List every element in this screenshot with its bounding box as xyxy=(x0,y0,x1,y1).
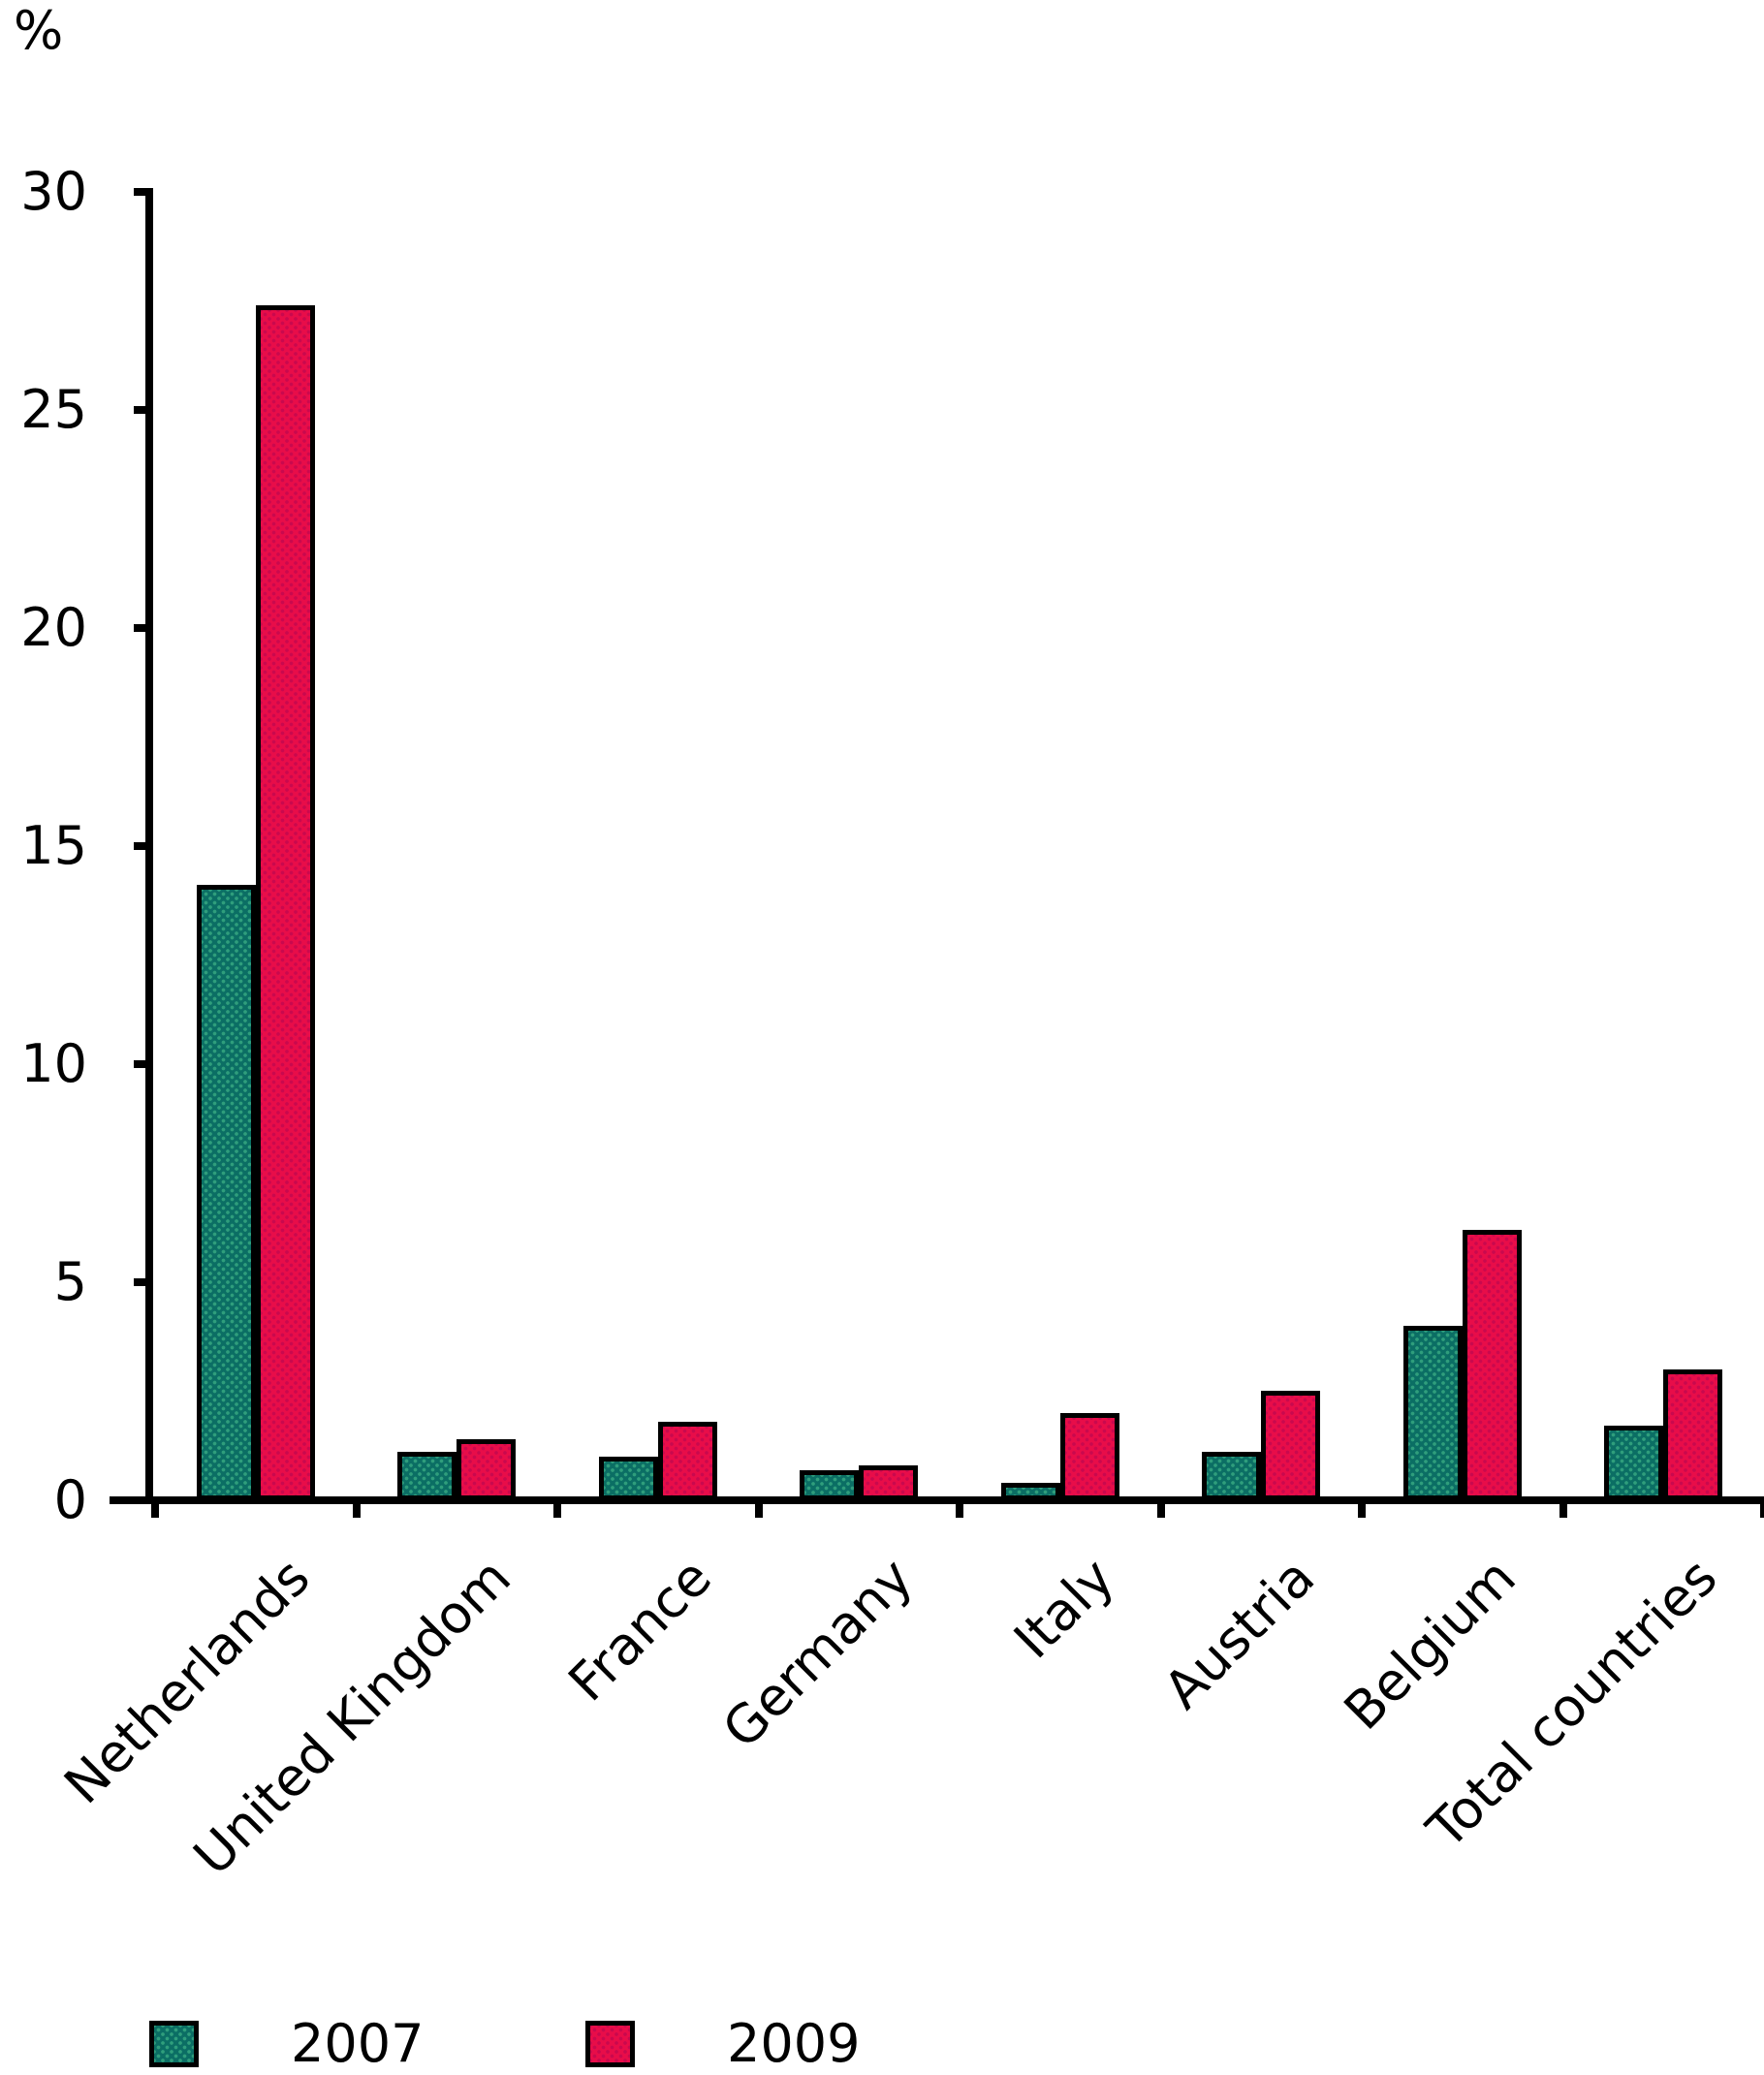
legend-label-2007: 2007 xyxy=(291,2013,425,2074)
y-axis-unit-label: % xyxy=(14,0,64,61)
bar-2007-total-countries xyxy=(1604,1426,1664,1500)
bar-2007-italy xyxy=(1000,1483,1060,1500)
bar-2007-austria xyxy=(1202,1452,1262,1500)
bar-2007-germany xyxy=(800,1470,860,1500)
y-axis-tick-label: 25 xyxy=(20,379,87,440)
y-axis-tick xyxy=(134,1060,153,1068)
y-axis-tick-label: 20 xyxy=(20,597,87,658)
x-axis-label: Austria xyxy=(1152,1546,1327,1721)
x-axis-label: Belgium xyxy=(1333,1546,1528,1742)
bar-2009-germany xyxy=(859,1465,919,1500)
x-axis-tick xyxy=(956,1496,963,1518)
y-axis-tick xyxy=(134,1496,153,1504)
legend-label-2009: 2009 xyxy=(727,2013,861,2074)
x-axis-label: France xyxy=(556,1546,724,1713)
x-axis-tick xyxy=(754,1496,763,1518)
bar-2009-united-kingdom xyxy=(457,1439,517,1500)
bar-2009-austria xyxy=(1261,1391,1321,1500)
y-axis-tick-label: 10 xyxy=(20,1033,87,1094)
y-axis-tick-label: 30 xyxy=(20,161,87,222)
x-axis-tick xyxy=(352,1496,361,1518)
x-axis-tick xyxy=(1559,1496,1567,1518)
bar-2009-italy xyxy=(1059,1413,1119,1500)
bar-2007-france xyxy=(598,1457,658,1500)
bar-2007-belgium xyxy=(1402,1326,1463,1500)
x-axis-label: Italy xyxy=(1001,1546,1126,1671)
bar-2009-total-countries xyxy=(1663,1369,1723,1500)
bar-2009-france xyxy=(657,1422,717,1500)
x-axis-line xyxy=(110,1496,1764,1504)
bar-2007-united-kingdom xyxy=(397,1452,457,1500)
y-axis-tick-label: 15 xyxy=(20,815,87,876)
x-axis-tick xyxy=(151,1496,159,1518)
y-axis-tick xyxy=(134,842,153,850)
y-axis-tick xyxy=(134,1278,153,1286)
y-axis-tick-label: 0 xyxy=(53,1469,87,1530)
y-axis-tick-label: 5 xyxy=(53,1251,87,1312)
x-axis-tick xyxy=(1358,1496,1366,1518)
x-axis-tick xyxy=(1760,1496,1764,1518)
bar-2007-netherlands xyxy=(196,885,256,1500)
legend-swatch-2009 xyxy=(585,2021,635,2067)
bar-2009-belgium xyxy=(1462,1230,1522,1500)
x-axis-tick xyxy=(1156,1496,1165,1518)
legend-swatch-2007 xyxy=(149,2021,199,2067)
y-axis-tick xyxy=(134,406,153,414)
x-axis-tick xyxy=(553,1496,561,1518)
x-axis-label: Germany xyxy=(710,1546,925,1760)
bar-2009-netherlands xyxy=(255,305,315,1500)
y-axis-tick xyxy=(134,624,153,632)
y-axis-tick xyxy=(134,188,153,196)
